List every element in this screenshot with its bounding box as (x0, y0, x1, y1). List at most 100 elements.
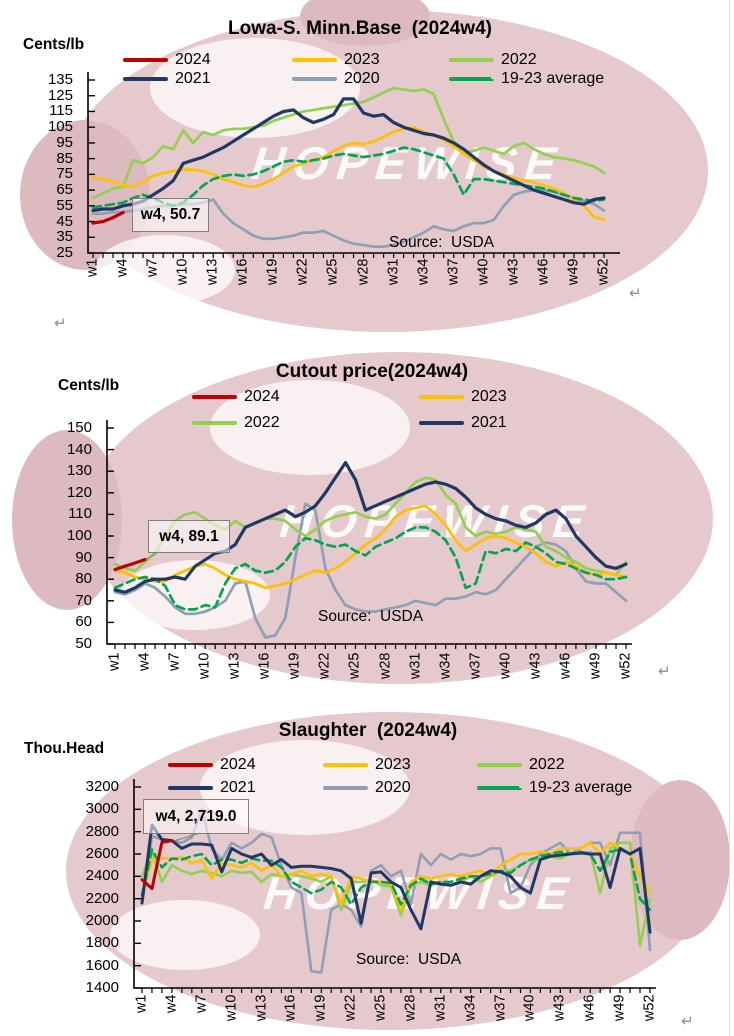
chart3-title: Slaughter (2024w4) (278, 720, 458, 741)
series-2021-line (113, 461, 628, 594)
chart1-annotation: w4, 50.7 (132, 198, 209, 232)
legend-item: 2022 (192, 413, 280, 433)
chart1-unit-label: Cents/lb (23, 36, 85, 53)
legend-item: 19-23 average (449, 69, 604, 89)
chart2-title: Cutout price(2024w4) (275, 361, 469, 382)
legend-label: 2020 (375, 779, 411, 796)
x-tick-label: w40 (497, 652, 514, 679)
series-2024-line (140, 839, 174, 891)
x-tick-label: w4 (114, 258, 131, 277)
watermark-cutout (110, 900, 260, 970)
return-mark: ↵ (629, 285, 642, 302)
x-tick-label: w28 (355, 258, 372, 285)
y-tick-label: 2000 (85, 912, 119, 929)
chart3-annotation-text: w4, 2,719.0 (155, 807, 237, 825)
y-tick-label: 150 (66, 419, 92, 436)
legend-item: 2020 (292, 69, 380, 89)
chart3-annotation-leader (173, 832, 201, 842)
x-tick-label: w52 (641, 994, 658, 1021)
chart1-annotation-text: w4, 50.7 (140, 206, 201, 223)
series-2022-line (91, 86, 606, 200)
x-tick-label: w1 (106, 652, 123, 671)
legend-label: 2024 (244, 388, 280, 405)
x-tick-label: w22 (294, 258, 311, 285)
return-mark: ↵ (681, 1013, 694, 1030)
x-tick-label: w7 (193, 994, 210, 1013)
y-tick-label: 75 (56, 165, 73, 183)
x-tick-label: w1 (84, 258, 101, 277)
legend-item: 2024 (168, 755, 256, 775)
y-tick-label: 1400 (85, 979, 119, 996)
x-tick-label: w31 (385, 258, 402, 285)
x-tick-label: w16 (256, 652, 273, 679)
x-tick-label: w40 (521, 994, 538, 1021)
x-tick-label: w31 (432, 994, 449, 1021)
watermark-cutout (120, 560, 270, 630)
x-tick-label: w46 (557, 652, 574, 679)
y-tick-label: 1800 (85, 934, 119, 952)
chart3-source: Source: USDA (356, 951, 462, 968)
x-tick-label: w34 (437, 652, 454, 679)
legend-swatch-2021 (168, 786, 213, 790)
x-tick-label: w40 (475, 258, 492, 285)
series-2024-line (113, 557, 147, 572)
x-tick-label: w25 (372, 994, 389, 1021)
x-tick-label: w49 (565, 258, 582, 285)
y-tick-label: 35 (56, 228, 73, 246)
x-tick-label: w10 (223, 994, 240, 1021)
y-tick-label: 65 (56, 181, 73, 199)
legend-swatch-2024 (123, 58, 168, 62)
legend-label: 2021 (471, 414, 507, 431)
x-tick-label: w19 (264, 258, 281, 285)
x-tick-label: w43 (505, 258, 522, 285)
y-tick-label: 120 (66, 483, 92, 501)
x-tick-label: w37 (492, 994, 509, 1021)
y-tick-label: 90 (75, 548, 92, 566)
chart3-annotation: w4, 2,719.0 (143, 799, 249, 834)
watermark-cutout (95, 235, 235, 305)
legend-label: 19-23 average (501, 70, 605, 87)
return-mark: ↵ (658, 663, 671, 680)
legend-label: 2023 (375, 756, 411, 773)
legend-label: 2023 (471, 388, 507, 405)
series-2021-line (91, 97, 606, 213)
x-tick-label: w46 (535, 258, 552, 285)
legend-item: 2021 (168, 778, 256, 798)
page-edge-line (729, 0, 730, 1036)
legend-swatch-2021 (419, 421, 464, 425)
x-tick-label: w34 (415, 258, 432, 285)
legend-item: 2023 (323, 755, 411, 775)
x-tick-label: w37 (467, 652, 484, 679)
legend-label: 2023 (344, 51, 380, 68)
chart2-source: Source: USDA (318, 608, 424, 625)
x-tick-label: w13 (226, 652, 243, 679)
x-tick-label: w4 (163, 994, 180, 1013)
legend-swatch-2024 (168, 763, 213, 767)
legend-label: 2021 (175, 70, 211, 87)
legend-label: 19-23 average (529, 779, 633, 796)
chart1-title: Lowa-S. Minn.Base (2024w4) (228, 18, 492, 39)
series-19-23 average-line (113, 526, 628, 611)
series-2023-line (113, 504, 628, 590)
legend-item: 2024 (123, 50, 211, 70)
y-tick-label: 60 (75, 613, 92, 631)
x-tick-label: w52 (617, 652, 634, 679)
y-tick-label: 2200 (85, 889, 119, 907)
legend-label: 2022 (501, 51, 537, 68)
chart2-annotation: w4, 89.1 (148, 520, 230, 553)
legend-label: 2022 (244, 414, 280, 431)
y-tick-label: 140 (66, 440, 92, 458)
chart1-source: Source: USDA (389, 234, 495, 251)
y-tick-label: 2600 (85, 845, 119, 862)
legend-item: 2021 (419, 413, 507, 433)
x-tick-label: w13 (204, 258, 221, 285)
x-tick-label: w31 (407, 652, 424, 679)
x-tick-label: w13 (253, 994, 270, 1021)
legend-label: 2020 (344, 70, 380, 87)
legend-item: 19-23 average (477, 778, 632, 798)
legend-swatch-2022 (449, 58, 494, 62)
watermark-claw (12, 430, 122, 610)
legend-swatch-2022 (477, 763, 522, 767)
legend-label: 2022 (529, 756, 565, 773)
